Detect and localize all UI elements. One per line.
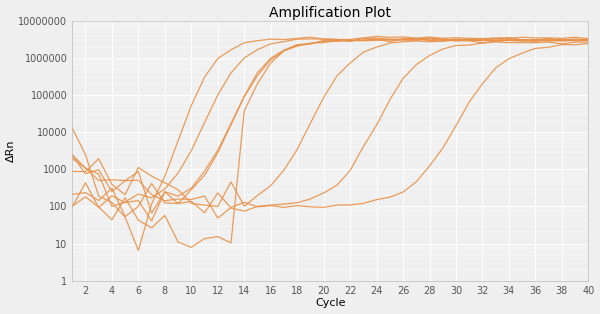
X-axis label: Cycle: Cycle bbox=[315, 298, 346, 308]
Title: Amplification Plot: Amplification Plot bbox=[269, 6, 391, 19]
Y-axis label: ΔRn: ΔRn bbox=[5, 139, 16, 162]
